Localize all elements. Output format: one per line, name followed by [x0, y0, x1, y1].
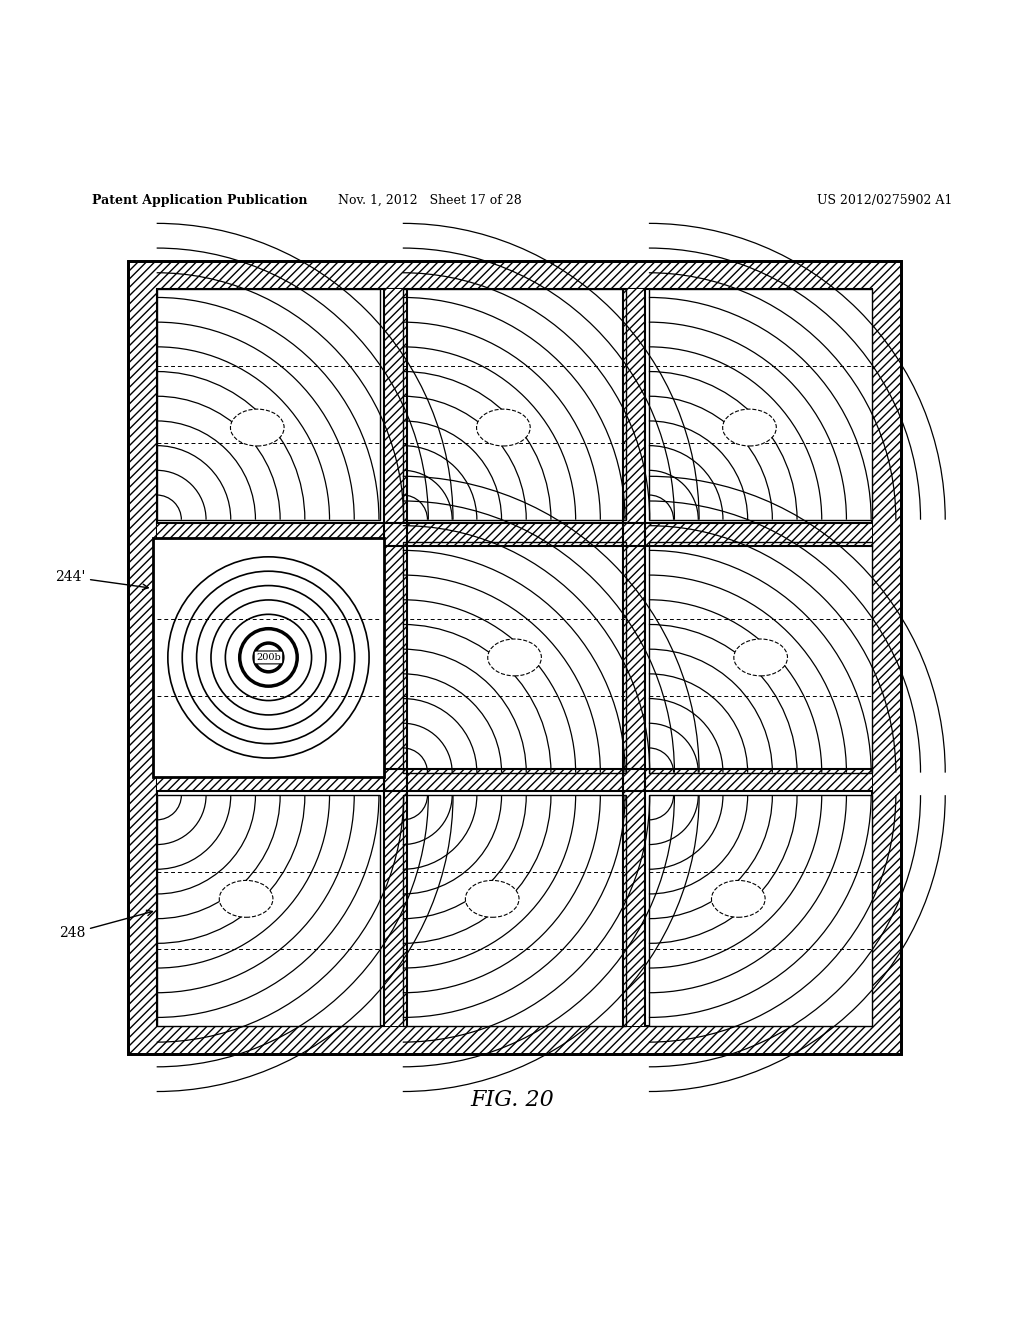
Bar — [402, 795, 627, 1026]
Bar — [153, 539, 384, 776]
Bar — [157, 289, 380, 520]
Ellipse shape — [465, 880, 519, 917]
Bar — [402, 543, 627, 772]
Ellipse shape — [723, 409, 776, 446]
Bar — [384, 289, 407, 1026]
Text: FIG. 20: FIG. 20 — [470, 1089, 554, 1111]
Text: US 2012/0275902 A1: US 2012/0275902 A1 — [817, 194, 952, 207]
Ellipse shape — [712, 880, 765, 917]
Bar — [157, 768, 872, 792]
Bar — [649, 795, 872, 1026]
Text: Patent Application Publication: Patent Application Publication — [92, 194, 307, 207]
Ellipse shape — [476, 409, 530, 446]
Bar — [157, 795, 380, 1026]
Ellipse shape — [487, 639, 542, 676]
Text: 200b: 200b — [256, 653, 281, 661]
Bar — [157, 524, 872, 546]
Ellipse shape — [734, 639, 787, 676]
Bar — [623, 289, 645, 1026]
Bar — [157, 289, 872, 1026]
Bar — [157, 543, 380, 772]
Bar — [157, 543, 380, 772]
Bar — [402, 289, 627, 520]
Bar — [157, 289, 380, 520]
Ellipse shape — [219, 880, 273, 917]
Text: 248: 248 — [58, 911, 153, 940]
Bar — [402, 543, 627, 772]
Bar — [649, 543, 872, 772]
Bar — [649, 289, 872, 520]
Ellipse shape — [230, 409, 284, 446]
Bar — [402, 289, 627, 520]
Bar — [649, 795, 872, 1026]
Text: 244': 244' — [54, 570, 148, 590]
Bar — [649, 289, 872, 520]
Bar — [402, 795, 627, 1026]
Bar — [128, 260, 901, 1055]
Bar — [649, 543, 872, 772]
Bar — [128, 260, 901, 1055]
Text: Nov. 1, 2012   Sheet 17 of 28: Nov. 1, 2012 Sheet 17 of 28 — [338, 194, 522, 207]
Bar — [157, 795, 380, 1026]
